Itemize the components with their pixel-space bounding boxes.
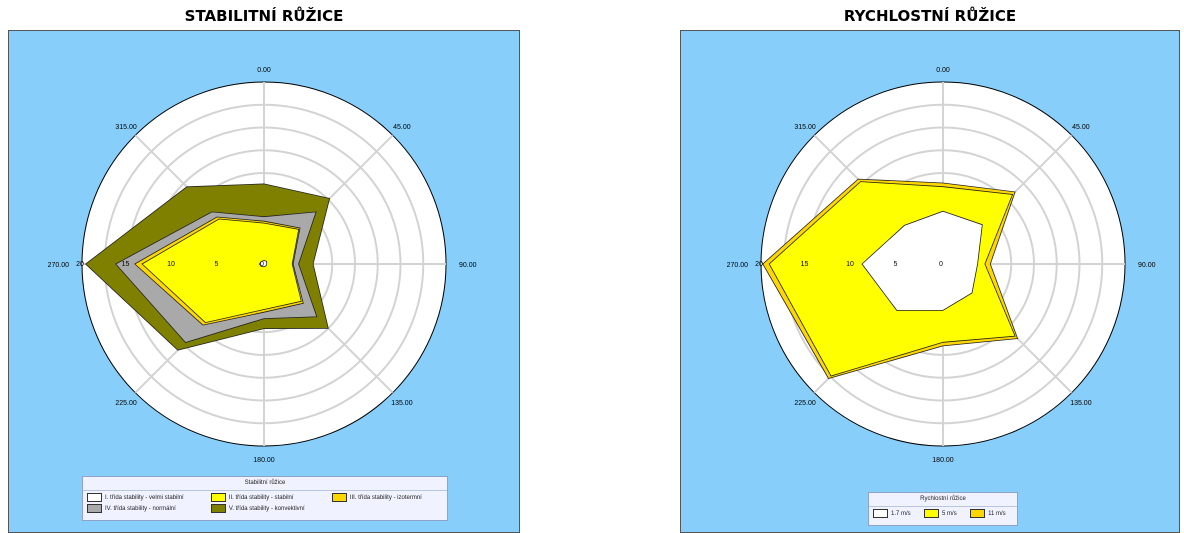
direction-label: 135.00	[1070, 400, 1092, 407]
legend-swatch	[210, 493, 226, 502]
direction-label: 90.00	[459, 262, 477, 269]
speed-rose-legend: Rychlostní růžice 1.7 m/s 5 m/s 11 m/s	[868, 492, 1018, 526]
direction-label: 315.00	[794, 124, 816, 131]
direction-label: 180.00	[932, 457, 954, 464]
radial-tick-label: 20	[755, 261, 763, 268]
radial-tick-label: 0	[939, 261, 943, 268]
legend-swatch	[970, 509, 986, 518]
legend-swatch	[210, 504, 226, 513]
legend-label: II. třída stability - stabilní	[228, 494, 294, 501]
direction-label: 0.00	[257, 67, 271, 74]
legend-label: 1.7 m/s	[891, 510, 911, 517]
radial-tick-label: 15	[801, 261, 809, 268]
speed-rose-panel: 0 5 10 15 20 0.00 45.00 90.00 135.00 180.00 225.00…	[680, 30, 1180, 533]
speed-rose-plot: 0 5 10 15 20 0.00 45.00 90.00 135.00 180.00 225.00…	[727, 67, 1156, 464]
legend-label: I. třída stability - velmi stabilní	[105, 494, 184, 501]
legend-swatch	[331, 493, 347, 502]
radial-tick-label: 5	[215, 261, 219, 268]
direction-label: 135.00	[391, 400, 413, 407]
direction-label: 270.00	[727, 262, 749, 269]
legend-item-5-m-s: 5 m/s	[924, 509, 964, 518]
legend-swatch	[924, 509, 940, 518]
legend-title: Rychlostní růžice	[869, 493, 1017, 507]
stability-rose-title: STABILITNÍ RŮŽICE	[184, 7, 344, 25]
legend-swatch	[87, 504, 102, 513]
legend-item-11-m-s: 11 m/s	[970, 509, 1013, 518]
radial-tick-label: 0	[260, 261, 264, 268]
legend-label: III. třída stability - izotermní	[349, 494, 422, 501]
stability-rose-legend: Stabilitní růžice I. třída stability - v…	[82, 476, 448, 521]
radial-tick-label: 10	[846, 261, 854, 268]
legend-item-ii-trida-stability-stabilni: II. třída stability - stabilní	[210, 493, 326, 502]
direction-label: 45.00	[393, 124, 411, 131]
legend-swatch	[87, 493, 102, 502]
direction-label: 45.00	[1072, 124, 1090, 131]
radial-tick-label: 5	[894, 261, 898, 268]
legend-label: IV. třída stability - normální	[105, 505, 176, 512]
legend-items: 1.7 m/s 5 m/s 11 m/s	[869, 507, 1017, 520]
legend-item-v-trida-stability-konvektivni: V. třída stability - konvektivní	[210, 504, 326, 513]
speed-rose-title: RYCHLOSTNÍ RŮŽICE	[843, 7, 1017, 25]
legend-label: V. třída stability - konvektivní	[228, 505, 305, 512]
direction-label: 0.00	[936, 67, 950, 74]
legend-label: 11 m/s	[988, 510, 1006, 517]
radial-tick-label: 10	[167, 261, 175, 268]
legend-item-1-7-m-s: 1.7 m/s	[873, 509, 918, 518]
radial-tick-label: 20	[76, 261, 84, 268]
legend-title: Stabilitní růžice	[83, 477, 447, 491]
radial-tick-label: 15	[122, 261, 130, 268]
series-area-i-trida-stability-velmi-stabilni	[258, 259, 268, 268]
legend-swatch	[873, 509, 888, 518]
stability-rose-panel: 0 5 10 15 20 0.00 45.00 90.00 135.00 180.00 225.00…	[8, 30, 520, 533]
direction-label: 225.00	[115, 400, 137, 407]
legend-item-iv-trida-stability-normalni: IV. třída stability - normální	[87, 504, 205, 513]
legend-item-iii-trida-stability-izotermni: III. třída stability - izotermní	[331, 493, 443, 502]
legend-item-i-trida-stability-velmi-stabilni: I. třída stability - velmi stabilní	[87, 493, 205, 502]
legend-label: 5 m/s	[942, 510, 957, 517]
direction-label: 315.00	[115, 124, 137, 131]
series-area-1-7-m-s	[861, 210, 983, 311]
direction-label: 90.00	[1138, 262, 1156, 269]
series-area-ii-trida-stability-stabilni	[141, 218, 302, 324]
direction-label: 225.00	[794, 400, 816, 407]
direction-label: 270.00	[48, 262, 70, 269]
legend-items: I. třída stability - velmi stabilní II. t…	[83, 491, 447, 515]
stability-rose-plot: 0 5 10 15 20 0.00 45.00 90.00 135.00 180.00 225.00…	[48, 67, 477, 464]
direction-label: 180.00	[253, 457, 275, 464]
